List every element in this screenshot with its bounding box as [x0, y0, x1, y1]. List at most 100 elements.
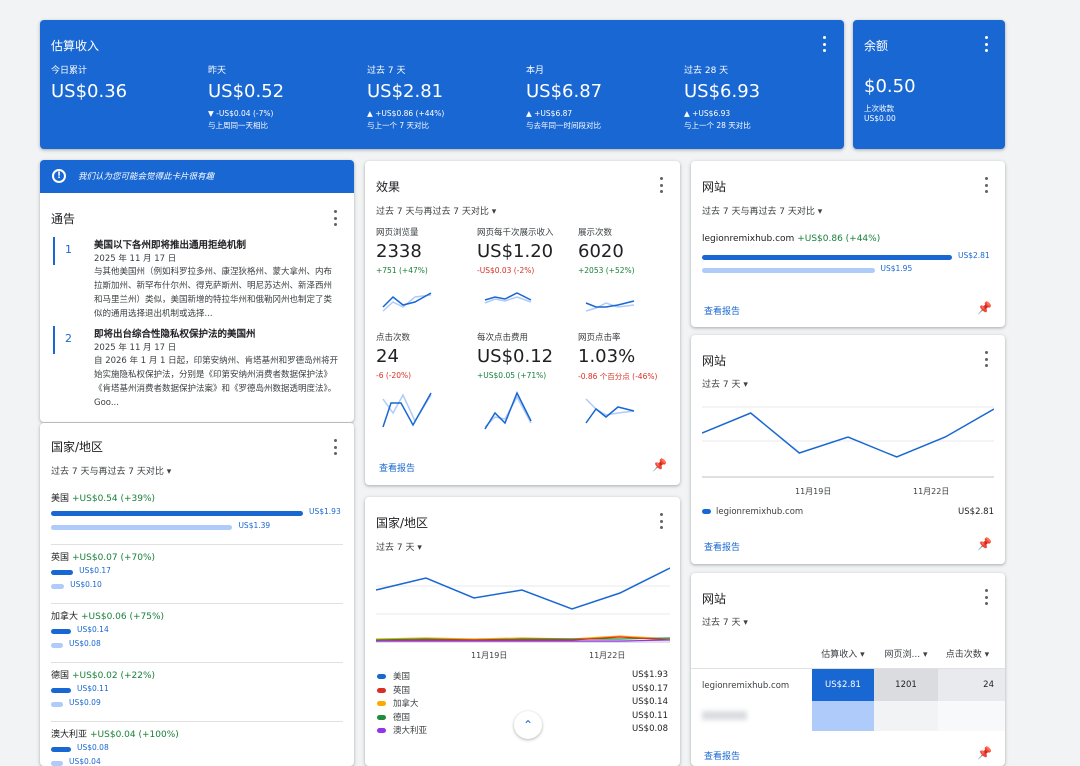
pin-icon[interactable]: 📌 — [977, 301, 992, 315]
countries-left-range-dropdown[interactable]: 过去 7 天与再过去 7 天对比 — [51, 464, 171, 477]
site-trend-report-link[interactable]: 查看报告 — [704, 543, 741, 553]
country-delta: +US$0.54 (+39%) — [72, 494, 156, 504]
site-trend-title: 网站 — [702, 354, 727, 368]
notice-item-number: 2 — [65, 332, 72, 345]
legend-name: 加拿大 — [393, 699, 419, 709]
balance-more-icon[interactable] — [979, 36, 993, 52]
earnings-label: 昨天 — [208, 66, 227, 76]
site-trend-range-dropdown[interactable]: 过去 7 天 — [702, 377, 748, 390]
earnings-compare: 与去年同一时间段对比 — [526, 121, 601, 130]
country-head: 英国 +US$0.07 (+70%) — [51, 550, 155, 563]
site-table-more-icon[interactable] — [979, 589, 993, 605]
earnings-compare: 与上一个 7 天对比 — [367, 121, 430, 130]
country-previous-bar — [51, 761, 63, 766]
x-tick: 11月22日 — [913, 487, 950, 496]
metric-delta: -US$0.03 (-2%) — [477, 266, 535, 275]
legend-item: 德国 US$0.11 — [377, 711, 668, 723]
earnings-delta: ▼ -US$0.04 (-7%) — [208, 109, 274, 118]
country-delta: +US$0.06 (+75%) — [81, 612, 165, 622]
metric-label: 网页点击率 — [578, 333, 621, 343]
notice-title: 通告 — [51, 212, 76, 226]
notice-item-body: 与其他美国州（例如科罗拉多州、康涅狄格州、蒙大拿州、内布拉斯加州、新罕布什尔州、… — [94, 267, 333, 319]
country-row[interactable]: 英国 +US$0.07 (+70%) US$0.17 US$0.10 — [51, 550, 343, 604]
site-trend-card: 网站 过去 7 天 11月19日 11月22日 legionremixhub.c… — [691, 335, 1005, 564]
performance-range-dropdown[interactable]: 过去 7 天与再过去 7 天对比 — [376, 204, 496, 217]
site-trend-more-icon[interactable] — [979, 351, 993, 367]
chevron-up-icon: ⌃ — [522, 718, 534, 732]
redacted-views — [874, 701, 938, 731]
legend-swatch — [377, 674, 386, 679]
country-previous-value: US$0.09 — [69, 698, 101, 707]
country-current-value: US$0.08 — [77, 743, 109, 752]
earnings-yesterday: 昨天 US$0.52 ▼ -US$0.04 (-7%) 与上周同一天相比 — [208, 63, 284, 131]
column-header-earnings[interactable]: 估算收入 — [812, 647, 874, 660]
notice-more-icon[interactable] — [328, 210, 342, 226]
site-table-range-dropdown[interactable]: 过去 7 天 — [702, 615, 748, 628]
earnings-label: 过去 28 天 — [684, 66, 729, 76]
site-table-report-link[interactable]: 查看报告 — [704, 752, 741, 762]
earnings-card: 估算收入 今日累计 US$0.36 昨天 US$0.52 ▼ -US$0.04 … — [40, 20, 844, 149]
country-name: 澳大利亚 — [51, 730, 88, 740]
scroll-up-button[interactable]: ⌃ — [514, 711, 542, 739]
country-row[interactable]: 澳大利亚 +US$0.04 (+100%) US$0.08 US$0.04 — [51, 727, 343, 766]
earnings-more-icon[interactable] — [817, 36, 831, 52]
country-previous-bar — [51, 702, 63, 707]
legend-swatch — [377, 714, 386, 720]
pin-icon[interactable]: 📌 — [977, 537, 992, 551]
country-name: 英国 — [51, 553, 70, 563]
site-compare-more-icon[interactable] — [979, 177, 993, 193]
country-delta: +US$0.07 (+70%) — [72, 553, 156, 563]
countries-left-card: 国家/地区 过去 7 天与再过去 7 天对比 美国+US$0.54 (+39%)… — [40, 423, 354, 766]
column-header-views[interactable]: 网页浏... — [874, 647, 938, 660]
column-header-clicks[interactable]: 点击次数 — [938, 647, 997, 660]
countries-left-more-icon[interactable] — [328, 439, 342, 455]
earnings-title: 估算收入 — [51, 39, 100, 53]
table-row[interactable]: legionremixhub.com US$2.81 1201 24 — [691, 669, 1005, 701]
pin-icon[interactable]: 📌 — [652, 458, 667, 472]
x-tick: 11月19日 — [795, 487, 832, 496]
earnings-7days: 过去 7 天 US$2.81 ▲ +US$0.86 (+44%) 与上一个 7 … — [367, 63, 444, 131]
sparkline — [585, 398, 635, 424]
legend-value: US$0.17 — [632, 683, 668, 694]
earnings-value: US$0.36 — [51, 81, 128, 102]
country-current-bar — [51, 747, 71, 752]
country-name: 美国 — [51, 494, 70, 504]
countries-mid-more-icon[interactable] — [654, 513, 668, 529]
notice-item-heading: 美国以下各州即将推出通用拒绝机制 — [94, 240, 247, 251]
country-previous-bar — [51, 584, 65, 589]
divider — [691, 668, 1005, 669]
country-row[interactable]: 加拿大 +US$0.06 (+75%) US$0.14 US$0.08 — [51, 609, 343, 663]
country-row[interactable]: 德国 +US$0.02 (+22%) US$0.11 US$0.09 — [51, 668, 343, 722]
site-compare-row: legionremixhub.com +US$0.86 (+44%) — [702, 234, 880, 244]
pin-icon[interactable]: 📌 — [977, 746, 992, 760]
legend-item: 英国 US$0.17 — [377, 684, 668, 696]
site-compare-range-dropdown[interactable]: 过去 7 天与再过去 7 天对比 — [702, 204, 822, 217]
cell-views: 1201 — [874, 669, 938, 701]
performance-report-link[interactable]: 查看报告 — [379, 464, 416, 474]
sparkline — [484, 391, 532, 430]
legend-item: 加拿大 US$0.14 — [377, 697, 668, 709]
country-row[interactable]: 美国 +US$0.54 (+39%) US$1.93 US$1.39 — [51, 491, 343, 545]
site-domain: legionremixhub.com — [702, 234, 795, 244]
notice-item-number: 1 — [65, 243, 72, 256]
countries-mid-range-dropdown[interactable]: 过去 7 天 — [376, 540, 422, 553]
metric-value: 2338 — [376, 241, 422, 262]
legend-name: 美国 — [393, 672, 411, 682]
metric-delta: +2053 (+52%) — [578, 266, 635, 275]
earnings-delta: ▲ +US$6.93 — [684, 109, 731, 118]
earnings-today: 今日累计 US$0.36 — [51, 63, 127, 102]
site-compare-report-link[interactable]: 查看报告 — [704, 307, 741, 317]
performance-more-icon[interactable] — [654, 177, 668, 193]
notice-banner-text: 我们认为您可能会觉得此卡片很有趣 — [78, 172, 215, 182]
earnings-value: US$0.52 — [208, 81, 285, 102]
earnings-compare: 与上一个 28 天对比 — [684, 121, 751, 130]
balance-last-payment-value: US$0.00 — [864, 114, 896, 123]
country-name: 加拿大 — [51, 612, 79, 622]
info-icon: ! — [52, 169, 66, 183]
earnings-label: 过去 7 天 — [367, 66, 406, 76]
metric-delta: -6 (-20%) — [376, 371, 412, 380]
earnings-value: US$6.93 — [684, 81, 761, 102]
legend-item: 澳大利亚 US$0.08 — [377, 724, 668, 736]
site-domain: legionremixhub.com — [702, 681, 790, 691]
table-row-redacted — [691, 701, 1005, 731]
